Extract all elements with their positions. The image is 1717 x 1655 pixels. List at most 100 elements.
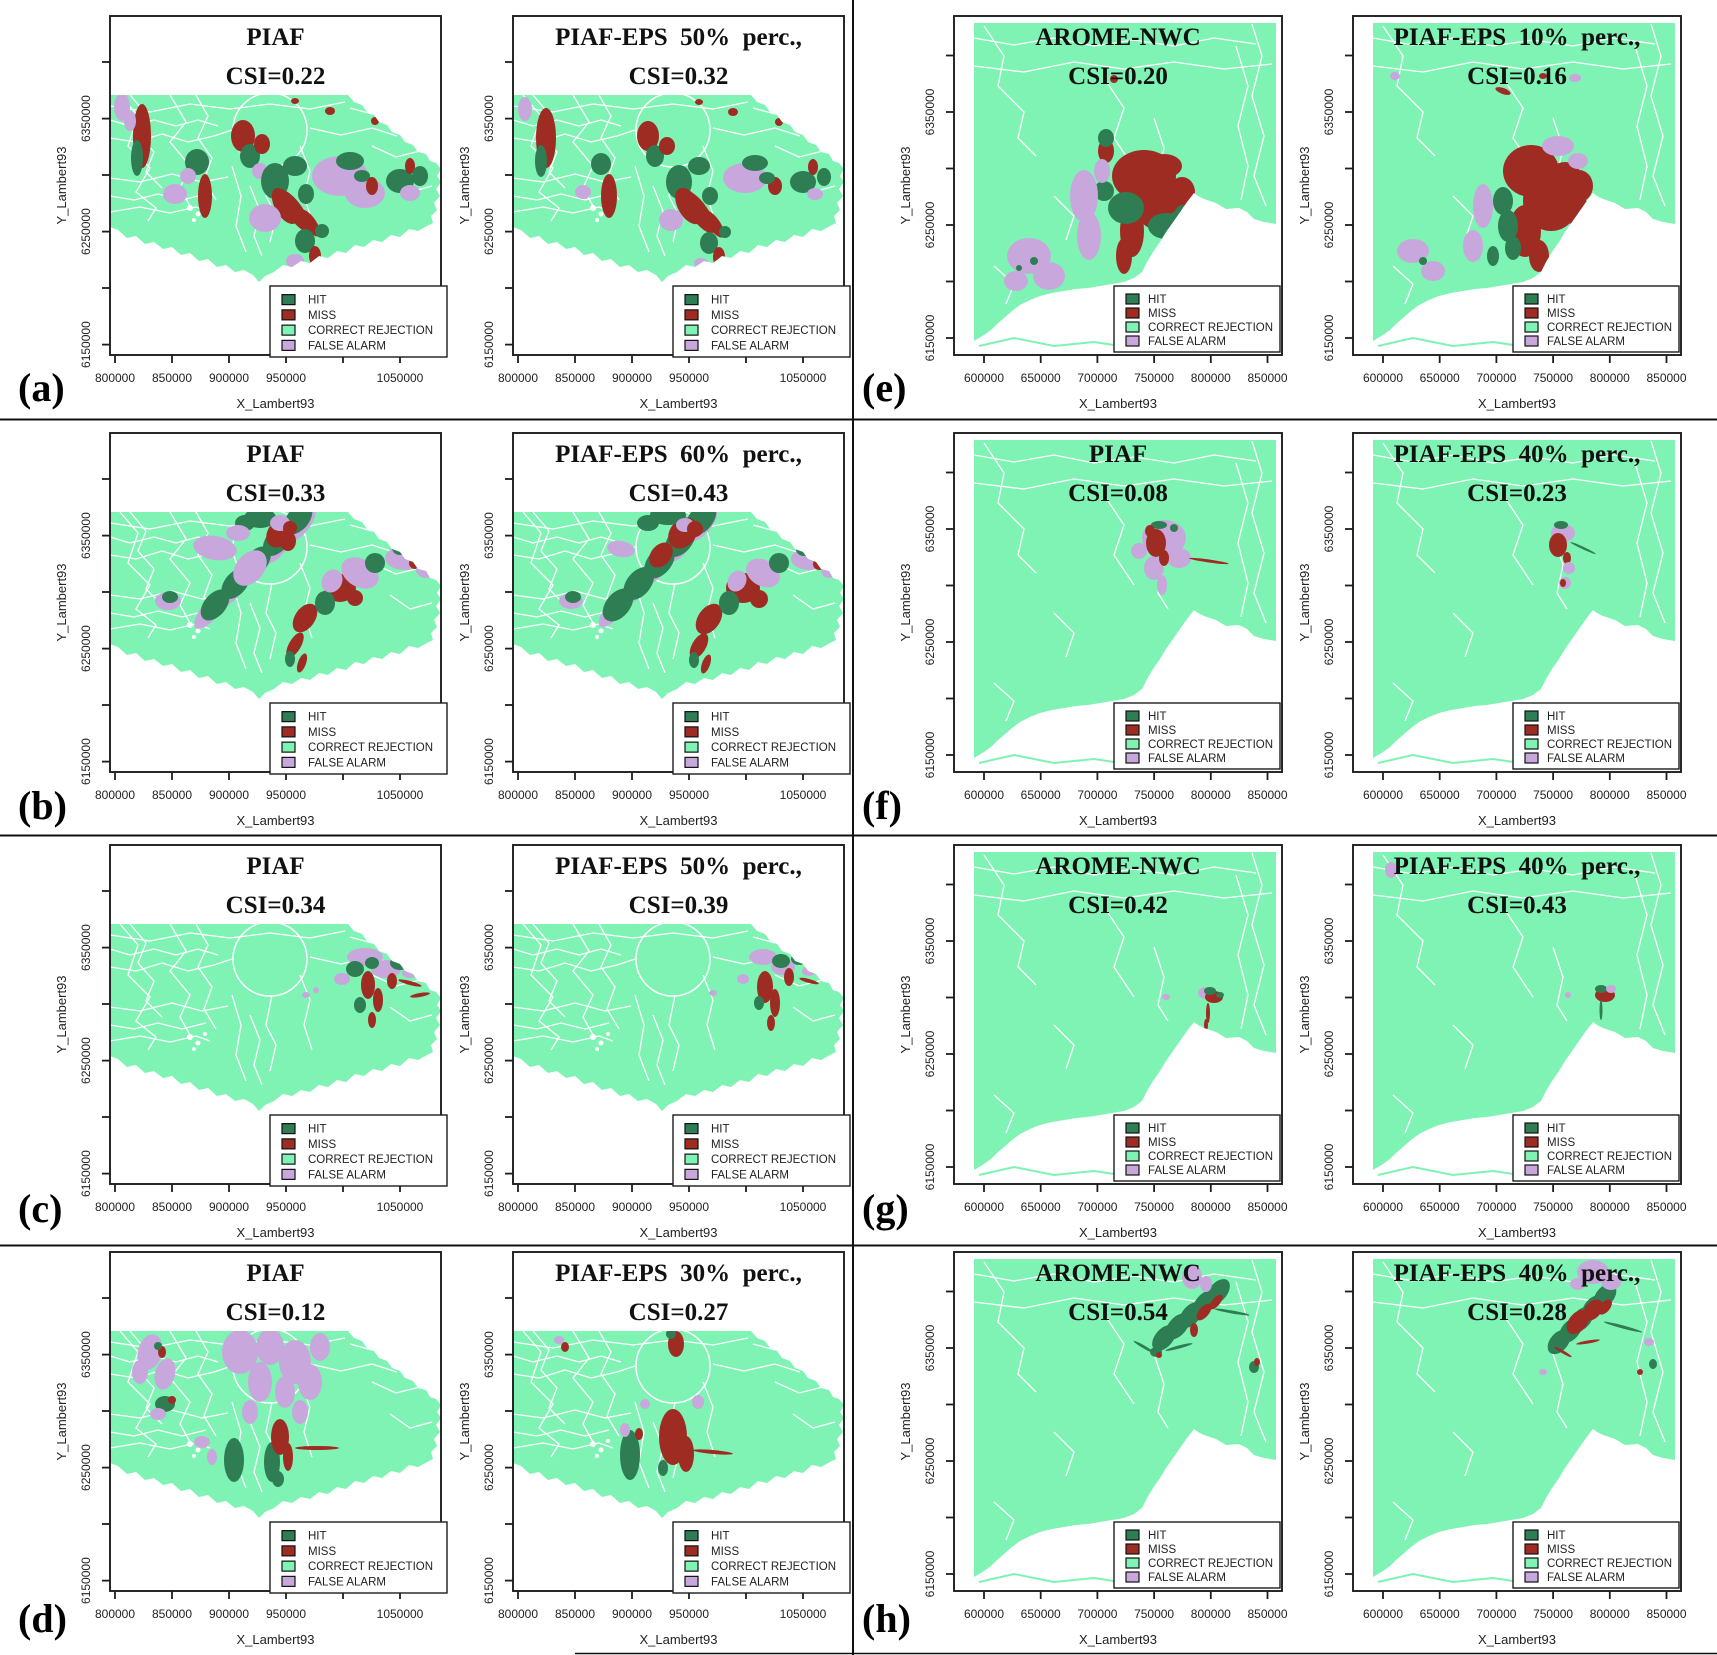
svg-text:(f): (f) xyxy=(862,783,902,828)
svg-text:Y_Lambert93: Y_Lambert93 xyxy=(1297,563,1312,641)
svg-text:6150000: 6150000 xyxy=(923,314,937,361)
svg-text:800000: 800000 xyxy=(1590,1607,1630,1621)
svg-text:900000: 900000 xyxy=(612,371,652,385)
svg-text:PIAF: PIAF xyxy=(1089,441,1147,468)
svg-text:CSI=0.20: CSI=0.20 xyxy=(1068,63,1168,90)
svg-text:800000: 800000 xyxy=(1191,1200,1231,1214)
svg-text:HIT: HIT xyxy=(308,1124,327,1136)
svg-text:CSI=0.43: CSI=0.43 xyxy=(1467,892,1567,919)
svg-text:850000: 850000 xyxy=(555,371,595,385)
svg-text:PIAF-EPS 50% perc.,: PIAF-EPS 50% perc., xyxy=(555,24,802,51)
svg-text:6150000: 6150000 xyxy=(923,1143,937,1190)
svg-text:600000: 600000 xyxy=(1363,371,1403,385)
svg-text:PIAF: PIAF xyxy=(246,441,304,468)
svg-text:FALSE ALARM: FALSE ALARM xyxy=(308,1169,386,1181)
svg-text:MISS: MISS xyxy=(1547,1544,1575,1556)
svg-text:6250000: 6250000 xyxy=(79,1037,93,1084)
svg-text:750000: 750000 xyxy=(1533,1607,1573,1621)
svg-text:6350000: 6350000 xyxy=(1322,917,1336,964)
svg-text:6150000: 6150000 xyxy=(79,1557,93,1604)
svg-text:Y_Lambert93: Y_Lambert93 xyxy=(457,563,472,641)
svg-text:750000: 750000 xyxy=(1533,371,1573,385)
svg-text:MISS: MISS xyxy=(711,1546,739,1558)
svg-text:6350000: 6350000 xyxy=(923,88,937,135)
svg-text:PIAF-EPS 10% perc.,: PIAF-EPS 10% perc., xyxy=(1394,24,1641,51)
svg-text:CSI=0.43: CSI=0.43 xyxy=(629,480,729,507)
svg-text:X_Lambert93: X_Lambert93 xyxy=(236,396,314,411)
svg-text:CORRECT REJECTION: CORRECT REJECTION xyxy=(1148,322,1273,334)
svg-text:PIAF-EPS 40% perc.,: PIAF-EPS 40% perc., xyxy=(1394,853,1641,880)
svg-text:Y_Lambert93: Y_Lambert93 xyxy=(457,146,472,224)
svg-text:950000: 950000 xyxy=(266,1607,306,1621)
svg-text:(a): (a) xyxy=(18,365,65,410)
svg-text:700000: 700000 xyxy=(1077,371,1117,385)
svg-text:850000: 850000 xyxy=(1646,1200,1686,1214)
svg-text:6350000: 6350000 xyxy=(482,95,496,142)
svg-text:FALSE ALARM: FALSE ALARM xyxy=(1148,336,1226,348)
svg-text:CORRECT REJECTION: CORRECT REJECTION xyxy=(308,1154,433,1166)
svg-text:Y_Lambert93: Y_Lambert93 xyxy=(898,146,913,224)
svg-text:FALSE ALARM: FALSE ALARM xyxy=(1547,1165,1625,1177)
svg-text:6350000: 6350000 xyxy=(79,924,93,971)
svg-text:750000: 750000 xyxy=(1134,371,1174,385)
svg-text:6150000: 6150000 xyxy=(923,731,937,778)
svg-text:CSI=0.27: CSI=0.27 xyxy=(629,1299,729,1326)
svg-text:X_Lambert93: X_Lambert93 xyxy=(639,813,717,828)
svg-text:1050000: 1050000 xyxy=(377,1607,424,1621)
svg-text:FALSE ALARM: FALSE ALARM xyxy=(1547,336,1625,348)
svg-text:900000: 900000 xyxy=(209,788,249,802)
svg-text:1050000: 1050000 xyxy=(780,1200,827,1214)
svg-text:600000: 600000 xyxy=(964,1200,1004,1214)
svg-text:X_Lambert93: X_Lambert93 xyxy=(236,1225,314,1240)
svg-text:650000: 650000 xyxy=(1021,1200,1061,1214)
svg-text:CORRECT REJECTION: CORRECT REJECTION xyxy=(1547,739,1672,751)
svg-text:X_Lambert93: X_Lambert93 xyxy=(1079,1632,1157,1647)
svg-text:MISS: MISS xyxy=(1148,725,1176,737)
svg-text:MISS: MISS xyxy=(308,1139,336,1151)
svg-text:600000: 600000 xyxy=(964,371,1004,385)
svg-text:650000: 650000 xyxy=(1021,371,1061,385)
svg-text:MISS: MISS xyxy=(1547,308,1575,320)
svg-text:800000: 800000 xyxy=(95,371,135,385)
svg-text:6250000: 6250000 xyxy=(1322,201,1336,248)
svg-text:HIT: HIT xyxy=(711,295,730,307)
svg-text:6250000: 6250000 xyxy=(923,618,937,665)
svg-text:950000: 950000 xyxy=(669,371,709,385)
svg-text:650000: 650000 xyxy=(1420,1200,1460,1214)
svg-text:CORRECT REJECTION: CORRECT REJECTION xyxy=(1148,739,1273,751)
svg-text:CORRECT REJECTION: CORRECT REJECTION xyxy=(1547,322,1672,334)
svg-text:650000: 650000 xyxy=(1420,371,1460,385)
svg-text:750000: 750000 xyxy=(1134,1607,1174,1621)
svg-text:AROME-NWC: AROME-NWC xyxy=(1035,853,1200,880)
svg-text:800000: 800000 xyxy=(498,371,538,385)
svg-text:AROME-NWC: AROME-NWC xyxy=(1035,1260,1200,1287)
svg-text:X_Lambert93: X_Lambert93 xyxy=(1478,1632,1556,1647)
svg-text:800000: 800000 xyxy=(498,1200,538,1214)
svg-text:6250000: 6250000 xyxy=(79,625,93,672)
svg-text:6350000: 6350000 xyxy=(1322,1324,1336,1371)
svg-text:6250000: 6250000 xyxy=(923,1030,937,1077)
svg-text:1050000: 1050000 xyxy=(377,788,424,802)
svg-text:850000: 850000 xyxy=(1646,1607,1686,1621)
svg-text:CORRECT REJECTION: CORRECT REJECTION xyxy=(711,742,836,754)
svg-text:6250000: 6250000 xyxy=(482,1444,496,1491)
svg-text:800000: 800000 xyxy=(95,788,135,802)
svg-text:PIAF: PIAF xyxy=(246,1260,304,1287)
svg-text:Y_Lambert93: Y_Lambert93 xyxy=(457,1382,472,1460)
svg-text:HIT: HIT xyxy=(308,295,327,307)
svg-text:650000: 650000 xyxy=(1420,1607,1460,1621)
svg-text:6150000: 6150000 xyxy=(1322,1550,1336,1597)
svg-text:MISS: MISS xyxy=(308,1546,336,1558)
svg-text:950000: 950000 xyxy=(669,1607,709,1621)
svg-text:CORRECT REJECTION: CORRECT REJECTION xyxy=(308,742,433,754)
svg-text:Y_Lambert93: Y_Lambert93 xyxy=(54,563,69,641)
svg-text:X_Lambert93: X_Lambert93 xyxy=(1478,1225,1556,1240)
svg-text:PIAF-EPS 50% perc.,: PIAF-EPS 50% perc., xyxy=(555,853,802,880)
svg-text:6150000: 6150000 xyxy=(1322,314,1336,361)
svg-text:(h): (h) xyxy=(862,1596,911,1641)
svg-text:6150000: 6150000 xyxy=(482,738,496,785)
svg-text:X_Lambert93: X_Lambert93 xyxy=(236,813,314,828)
svg-text:HIT: HIT xyxy=(1547,1530,1566,1542)
svg-text:Y_Lambert93: Y_Lambert93 xyxy=(1297,975,1312,1053)
svg-text:850000: 850000 xyxy=(152,788,192,802)
